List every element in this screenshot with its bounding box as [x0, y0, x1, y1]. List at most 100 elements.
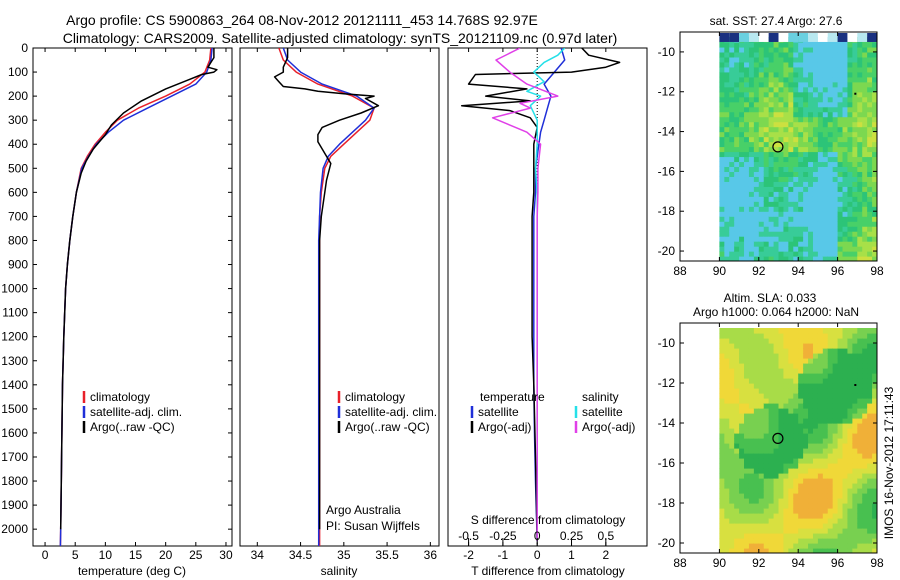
map-cell — [773, 348, 780, 354]
map-cell — [872, 483, 877, 489]
legend-entry-0-1-label: satellite-adj. clim. — [90, 405, 182, 419]
map-cell — [837, 448, 844, 454]
temperature-xtick-label: 25 — [189, 548, 203, 562]
map-cell — [768, 161, 775, 168]
map-cell — [867, 226, 873, 232]
map-cell — [758, 398, 765, 404]
map-cell — [837, 453, 844, 459]
map-cell — [724, 121, 730, 128]
map-cell — [753, 468, 760, 474]
map-cell — [739, 403, 745, 409]
map-cell — [719, 383, 725, 389]
map-cell-edge — [867, 32, 877, 42]
map-cell — [837, 513, 844, 519]
map-cell — [788, 353, 794, 359]
map-cell — [798, 101, 804, 108]
map-cell — [719, 433, 725, 439]
map-cell — [729, 363, 735, 369]
map-cell — [724, 216, 730, 222]
map-cell — [872, 206, 877, 212]
map-cell — [763, 41, 770, 48]
map-cell — [872, 363, 877, 369]
map-cell — [788, 221, 794, 227]
map-cell — [753, 538, 760, 544]
map-cell — [719, 528, 725, 534]
map-cell — [778, 388, 785, 394]
map-cell — [748, 176, 755, 182]
map-cell — [852, 458, 858, 464]
map-cell — [763, 458, 770, 464]
map-cell — [719, 256, 725, 261]
map-cell — [817, 458, 824, 464]
map-cell — [763, 131, 770, 138]
map-cell — [867, 388, 873, 394]
map-cell — [768, 56, 775, 63]
map-cell — [847, 131, 853, 138]
map-cell — [812, 176, 819, 182]
map-cell — [753, 156, 760, 163]
map-cell — [753, 231, 760, 237]
map-cell — [827, 383, 834, 389]
map-cell — [872, 171, 877, 177]
map-cell — [862, 473, 868, 479]
map-cell — [808, 368, 814, 374]
map-cell — [842, 403, 849, 409]
map-cell — [872, 463, 877, 469]
map-cell — [817, 161, 824, 168]
map-cell — [812, 256, 819, 261]
map-cell — [724, 443, 730, 449]
map-cell — [867, 156, 873, 163]
map-cell — [758, 216, 765, 222]
map-cell — [724, 448, 730, 454]
map-cell — [852, 468, 858, 474]
map-cell — [857, 433, 863, 439]
map-cell — [793, 226, 799, 232]
map-cell — [872, 348, 877, 354]
map-cell — [778, 201, 785, 207]
map-cell — [773, 413, 780, 419]
map-cell — [734, 358, 740, 364]
map-cell — [778, 433, 785, 439]
map-cell — [862, 408, 868, 414]
map-cell — [803, 181, 809, 187]
map-cell — [739, 121, 745, 128]
map-cell — [748, 358, 755, 364]
map-cell — [798, 136, 804, 143]
map-cell — [832, 448, 839, 454]
map-cell — [832, 81, 839, 88]
map-cell — [822, 503, 829, 509]
map-cell — [817, 358, 824, 364]
map-cell — [852, 423, 858, 429]
map-cell — [739, 86, 745, 93]
map-cell — [783, 358, 789, 364]
map-cell — [862, 126, 868, 133]
map-cell — [862, 166, 868, 172]
map-cell — [719, 126, 725, 133]
map-cell — [763, 473, 770, 479]
map-cell — [857, 353, 863, 359]
map-cell — [744, 156, 750, 163]
map-cell — [788, 438, 794, 444]
map-cell — [803, 46, 809, 53]
map-cell — [837, 61, 844, 68]
map-cell — [739, 468, 745, 474]
map-cell — [788, 373, 794, 379]
t-difference-label: T difference from climatology — [471, 564, 625, 578]
map-cell — [822, 478, 829, 484]
map-cell — [827, 76, 834, 83]
map-cell — [768, 488, 775, 494]
map-cell — [862, 221, 868, 227]
map-cell — [827, 413, 834, 419]
map-cell — [788, 211, 794, 217]
map-cell — [734, 333, 740, 339]
map-cell — [817, 423, 824, 429]
map-cell — [817, 216, 824, 222]
map-cell — [822, 236, 829, 242]
map-cell — [862, 443, 868, 449]
map-cell — [817, 488, 824, 494]
map-cell — [812, 226, 819, 232]
map-cell — [734, 246, 740, 252]
map-cell — [812, 146, 819, 153]
map-cell — [862, 513, 868, 519]
map-cell — [739, 533, 745, 539]
